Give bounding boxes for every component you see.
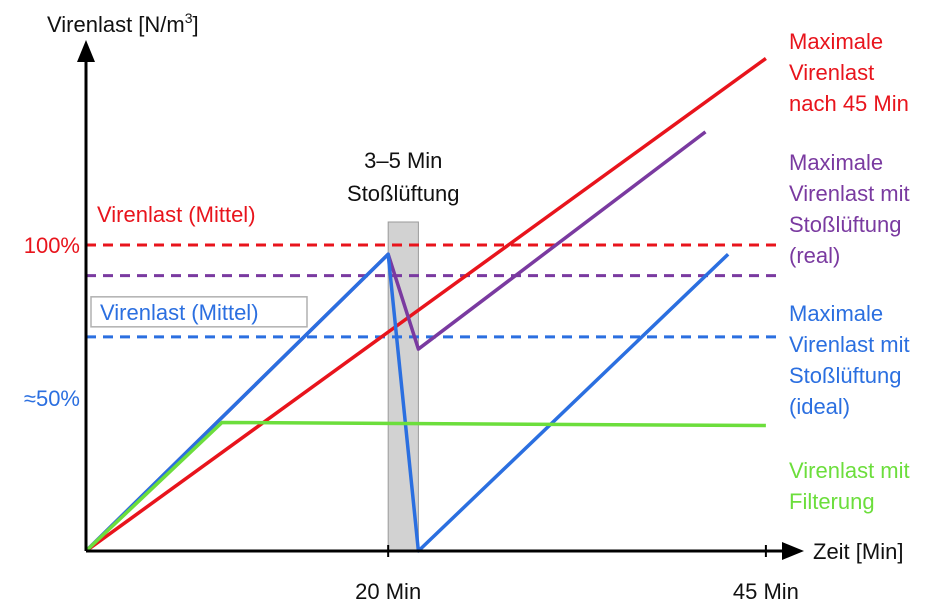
legend-label-purple-line-3: Stoßlüftung [789, 212, 902, 237]
legend-label-red-line-3: nach 45 Min [789, 91, 909, 116]
y-axis-label-sup: 3 [185, 10, 193, 26]
y-axis-label-end: ] [193, 12, 199, 37]
series-line-blue [84, 252, 730, 553]
legend-label-blue-line-1: Maximale [789, 301, 883, 326]
series-line-red [84, 56, 767, 553]
y-tick-label-100: 100% [24, 233, 80, 258]
legend-label-blue-line-2: Virenlast mit [789, 332, 910, 357]
legend-label-purple-line-4: (real) [789, 243, 840, 268]
y-axis-label-main: Virenlast [N/m [47, 12, 185, 37]
x-axis-arrow [782, 542, 804, 560]
legend-label-green-line-1: Virenlast mit [789, 458, 910, 483]
legend-label-purple-line-1: Maximale [789, 150, 883, 175]
x-tick-label-20: 20 Min [355, 579, 421, 604]
series-line-green [84, 420, 766, 553]
legend-label-blue-line-3: Stoßlüftung [789, 363, 902, 388]
reference-label-red: Virenlast (Mittel) [97, 202, 256, 227]
legend-label-red-line-2: Virenlast [789, 60, 874, 85]
x-tick-label-45: 45 Min [733, 579, 799, 604]
y-tick-label-50: ≈50% [24, 386, 80, 411]
legend-label-blue-line-4: (ideal) [789, 394, 850, 419]
y-axis-label: Virenlast [N/m3] [47, 10, 199, 37]
x-axis-label: Zeit [Min] [813, 539, 903, 564]
legend-label-green-line-2: Filterung [789, 489, 875, 514]
legend-label-red-line-1: Maximale [789, 29, 883, 54]
reference-label-box-blue [90, 296, 308, 328]
y-axis-arrow [77, 40, 95, 62]
shade-label-line1: 3–5 Min [364, 148, 442, 173]
legend: Maximale Virenlast nach 45 Min Maximale Vire… [789, 29, 910, 514]
shade-label-line2: Stoßlüftung [347, 181, 460, 206]
legend-label-purple-line-2: Virenlast mit [789, 181, 910, 206]
reference-label-blue: Virenlast (Mittel) [100, 300, 259, 325]
